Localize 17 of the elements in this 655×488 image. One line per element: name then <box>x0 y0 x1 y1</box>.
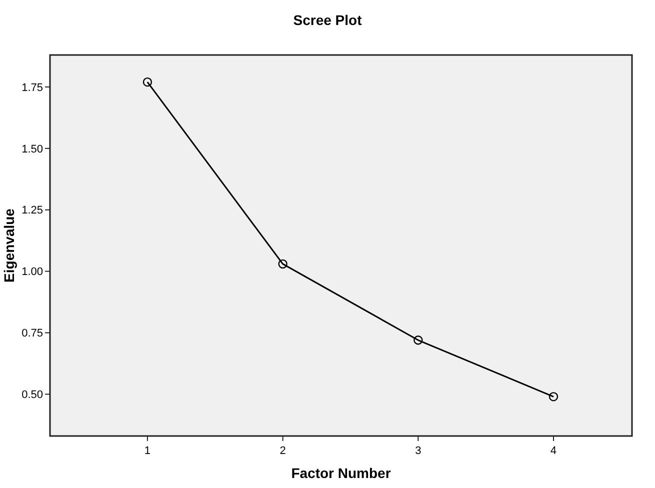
y-tick-label: 0.75 <box>22 328 43 340</box>
y-tick-label: 1.00 <box>22 266 43 278</box>
y-tick-label: 1.75 <box>22 82 43 94</box>
point <box>414 336 423 345</box>
y-tick-label: 1.25 <box>22 204 43 217</box>
x-tick-label: 2 <box>280 445 286 457</box>
point <box>548 392 558 402</box>
y-tick-label: 1.50 <box>22 143 43 156</box>
x-axis-title: Factor Number <box>291 465 392 481</box>
point <box>278 259 288 269</box>
y-axis-title: Eigenvalue <box>1 208 17 282</box>
y-tick-label: 0.50 <box>22 389 43 402</box>
x-tick-label: 1 <box>144 445 151 457</box>
x-tick-label: 3 <box>415 445 422 457</box>
chart-title: Scree Plot <box>293 12 362 28</box>
point <box>142 77 152 87</box>
x-tick-label: 4 <box>550 445 557 457</box>
